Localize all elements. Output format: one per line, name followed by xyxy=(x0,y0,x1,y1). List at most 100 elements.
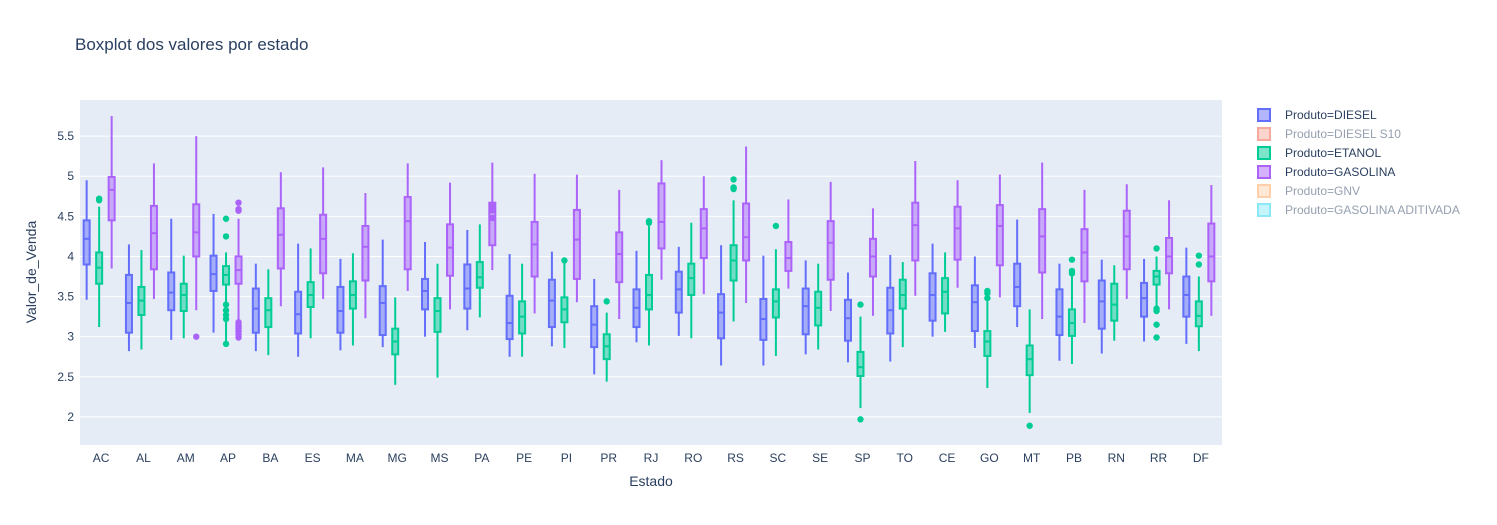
series-2 xyxy=(95,176,1203,429)
box xyxy=(179,282,188,313)
x-tick-label: PR xyxy=(600,451,617,465)
box xyxy=(319,213,328,275)
y-axis-ticks: 2 2.5 3 3.5 4 4.5 5 5.5 xyxy=(57,129,74,424)
legend-item[interactable]: Produto=ETANOL xyxy=(1257,146,1381,160)
box-outlier xyxy=(1195,261,1203,268)
box xyxy=(192,203,201,258)
box xyxy=(446,223,455,277)
box-outlier xyxy=(222,340,230,348)
box xyxy=(856,350,865,378)
box xyxy=(771,288,780,319)
box xyxy=(645,273,653,311)
legend-swatch xyxy=(1257,108,1271,122)
box xyxy=(729,244,738,282)
box xyxy=(547,278,556,329)
box-outlier xyxy=(1153,334,1160,341)
box xyxy=(361,224,370,282)
box xyxy=(868,237,877,278)
legend-item[interactable]: Produto=DIESEL xyxy=(1257,108,1377,122)
box xyxy=(1110,282,1119,322)
box xyxy=(294,290,303,335)
box xyxy=(1025,344,1034,377)
box xyxy=(276,207,285,270)
box-outlier xyxy=(1026,422,1033,429)
box xyxy=(590,305,599,349)
box xyxy=(463,263,472,310)
box-series xyxy=(82,116,1216,429)
box-outlier xyxy=(730,184,737,191)
box-outlier xyxy=(193,333,200,340)
y-tick-label: 3.5 xyxy=(57,290,74,304)
legend-item[interactable]: Produto=GASOLINA ADITIVADA xyxy=(1257,203,1460,217)
box xyxy=(505,294,514,341)
box-outlier xyxy=(1153,305,1160,312)
y-tick-label: 3 xyxy=(67,330,74,344)
x-tick-label: RR xyxy=(1150,451,1168,465)
box xyxy=(251,287,260,334)
x-tick-label: DF xyxy=(1193,451,1209,465)
box xyxy=(928,272,937,322)
box xyxy=(1097,279,1106,330)
legend-label: Produto=ETANOL xyxy=(1285,146,1381,160)
box xyxy=(1152,269,1161,286)
box-outlier xyxy=(1068,256,1076,263)
x-tick-label: PE xyxy=(516,451,532,465)
legend-swatch xyxy=(1257,203,1271,217)
box xyxy=(1038,208,1047,274)
x-tick-label: SP xyxy=(854,451,870,465)
box-outlier xyxy=(235,205,242,213)
box xyxy=(1080,228,1089,283)
x-tick-label: PI xyxy=(561,451,572,465)
box-outlier xyxy=(730,176,737,183)
legend-label: Produto=DIESEL S10 xyxy=(1285,127,1401,141)
box-outlier xyxy=(222,311,230,319)
box xyxy=(657,182,666,250)
legend-label: Produto=GNV xyxy=(1285,184,1360,198)
x-tick-label: AC xyxy=(93,451,110,465)
x-tick-label: AL xyxy=(136,451,151,465)
x-tick-label: SE xyxy=(812,451,828,465)
legend-item[interactable]: Produto=GASOLINA xyxy=(1257,165,1395,179)
box xyxy=(742,202,751,262)
y-tick-label: 4 xyxy=(67,249,74,263)
box-outlier xyxy=(95,195,103,202)
x-tick-label: MG xyxy=(388,451,407,465)
x-tick-label: AM xyxy=(177,451,195,465)
y-tick-label: 2 xyxy=(67,410,74,424)
box xyxy=(1194,300,1203,328)
box-outlier xyxy=(489,201,496,209)
legend-item[interactable]: Produto=DIESEL S10 xyxy=(1257,127,1401,141)
box xyxy=(717,293,726,340)
box-outlier xyxy=(984,287,991,295)
y-tick-label: 5 xyxy=(67,169,74,183)
y-tick-label: 4.5 xyxy=(57,209,74,223)
x-tick-label: AP xyxy=(220,451,236,465)
box-outlier xyxy=(222,307,230,314)
x-axis-ticks: AC AL AM AP BA ES MA MG MS PA PE PI PR RJ RO RS SC SE SP TO… xyxy=(93,451,1209,465)
box-outlier xyxy=(489,214,496,222)
box-outlier xyxy=(235,199,242,206)
box xyxy=(264,297,273,329)
legend-swatch xyxy=(1257,146,1271,160)
box xyxy=(1182,275,1191,318)
x-tick-label: CE xyxy=(939,451,956,465)
gridlines xyxy=(80,135,1222,418)
x-tick-label: MA xyxy=(346,451,364,465)
x-tick-label: SC xyxy=(770,451,787,465)
box xyxy=(970,284,979,333)
plot-area xyxy=(80,100,1222,445)
x-tick-label: RS xyxy=(727,451,744,465)
box xyxy=(433,297,442,333)
box xyxy=(475,261,484,289)
legend-label: Produto=GASOLINA ADITIVADA xyxy=(1285,203,1460,217)
box xyxy=(801,287,810,336)
x-tick-label: RN xyxy=(1108,451,1125,465)
legend-swatch xyxy=(1257,165,1271,179)
x-axis-title: Estado xyxy=(629,473,673,489)
legend-item[interactable]: Produto=GNV xyxy=(1257,184,1360,198)
legend: Produto=DIESEL Produto=DIESEL S10 Produto=… xyxy=(1257,108,1460,217)
y-tick-label: 5.5 xyxy=(57,129,74,143)
box xyxy=(82,219,91,266)
box-outlier xyxy=(857,416,864,423)
